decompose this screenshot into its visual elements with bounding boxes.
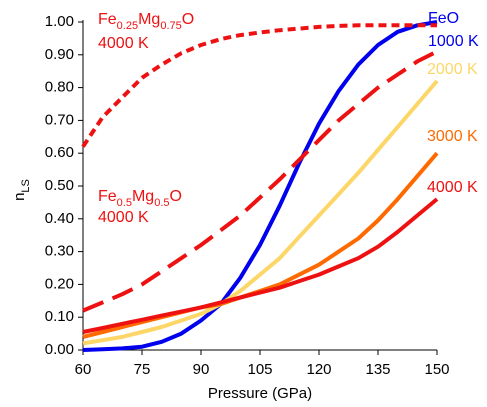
x-tick-label: 75 [134, 361, 151, 378]
y-tick-label: 1.00 [45, 13, 74, 30]
y-label-part: LS [20, 179, 32, 192]
y-tick-label: 0.20 [45, 275, 74, 292]
series-line [82, 20, 438, 352]
composition-label: FeO [428, 10, 459, 27]
composition-part: Fe [98, 188, 117, 205]
y-tick-label: 0.70 [45, 111, 74, 128]
x-tick-label: 135 [365, 361, 390, 378]
series-line [82, 197, 439, 334]
x-tick-label: 60 [75, 361, 92, 378]
series-line [81, 23, 437, 148]
x-tick-label: 150 [424, 361, 449, 378]
x-tick-label: 105 [247, 361, 272, 378]
series-label: 2000 K [427, 61, 478, 78]
y-tick-label: 0.30 [45, 243, 74, 260]
series-label: 4000 K [98, 209, 149, 226]
y-tick-label: 0.80 [45, 79, 74, 96]
composition-part: Mg [138, 11, 160, 28]
composition-part: 0.5 [117, 197, 132, 209]
y-tick-label: 0.90 [45, 46, 74, 63]
y-axis-label: nLS [11, 179, 32, 201]
series-line [82, 79, 439, 346]
composition-part: FeO [428, 10, 459, 27]
composition-part: Mg [132, 188, 154, 205]
y-label-part: n [11, 193, 28, 201]
y-tick-label: 0.60 [45, 144, 74, 161]
y-tick-label: 0.50 [45, 177, 74, 194]
composition-part: 0.25 [117, 20, 138, 32]
series-label: 1000 K [428, 33, 479, 50]
composition-part: O [170, 188, 182, 205]
x-axis-label: Pressure (GPa) [208, 385, 312, 402]
y-tick-label: 0.00 [45, 341, 74, 358]
composition-label: Fe0.5Mg0.5O [98, 188, 182, 209]
series-line [82, 49, 438, 313]
x-tick-label: 120 [306, 361, 331, 378]
series-label: 3000 K [427, 128, 478, 145]
series-label: 4000 K [427, 179, 478, 196]
y-tick-label: 0.40 [45, 210, 74, 227]
composition-label: Fe0.25Mg0.75O [98, 11, 194, 32]
composition-part: O [182, 11, 194, 28]
composition-part: Fe [98, 11, 117, 28]
x-tick-label: 90 [193, 361, 210, 378]
y-tick-label: 0.10 [45, 308, 74, 325]
series-label: 4000 K [98, 35, 149, 52]
composition-part: 0.5 [154, 197, 169, 209]
composition-part: 0.75 [160, 20, 181, 32]
